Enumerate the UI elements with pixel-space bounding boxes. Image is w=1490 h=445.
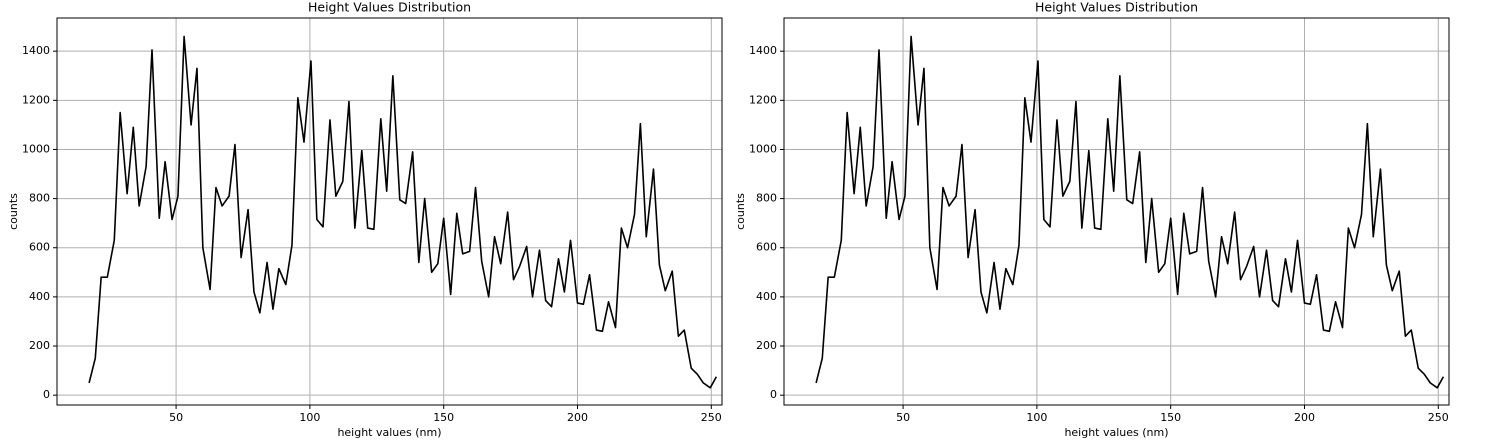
x-tick-label: 100 xyxy=(299,411,320,424)
y-tick-label: 400 xyxy=(756,290,777,303)
x-tick-label: 200 xyxy=(567,411,588,424)
y-tick-label: 1000 xyxy=(749,142,777,155)
y-axis-label: counts xyxy=(734,193,747,230)
y-tick-label: 600 xyxy=(756,241,777,254)
y-tick-label: 1200 xyxy=(22,93,50,106)
plot-frame xyxy=(783,17,1450,406)
x-tick-label: 50 xyxy=(169,411,183,424)
x-tick-label: 250 xyxy=(701,411,722,424)
y-tick-label: 800 xyxy=(756,192,777,205)
y-axis-label: counts xyxy=(7,193,20,230)
y-tick-label: 400 xyxy=(29,290,50,303)
y-tick-label: 200 xyxy=(29,339,50,352)
y-tick-label: 600 xyxy=(29,241,50,254)
x-axis-label: height values (nm) xyxy=(1064,426,1168,439)
x-tick-label: 150 xyxy=(1160,411,1181,424)
y-tick-label: 800 xyxy=(29,192,50,205)
chart-title: Height Values Distribution xyxy=(1035,0,1198,15)
x-tick-label: 250 xyxy=(1428,411,1449,424)
data-line xyxy=(815,35,1445,389)
y-tick-label: 1000 xyxy=(22,142,50,155)
y-tick-label: 200 xyxy=(756,339,777,352)
y-tick-label: 0 xyxy=(43,388,50,401)
chart-title: Height Values Distribution xyxy=(308,0,471,15)
x-tick-label: 50 xyxy=(896,411,910,424)
y-tick-label: 1400 xyxy=(22,44,50,57)
x-tick-label: 150 xyxy=(433,411,454,424)
data-line xyxy=(88,35,718,389)
y-tick-label: 0 xyxy=(770,388,777,401)
x-tick-label: 100 xyxy=(1026,411,1047,424)
y-tick-label: 1400 xyxy=(749,44,777,57)
x-tick-label: 200 xyxy=(1294,411,1315,424)
x-axis-label: height values (nm) xyxy=(337,426,441,439)
plot-frame xyxy=(56,17,723,406)
y-tick-label: 1200 xyxy=(749,93,777,106)
